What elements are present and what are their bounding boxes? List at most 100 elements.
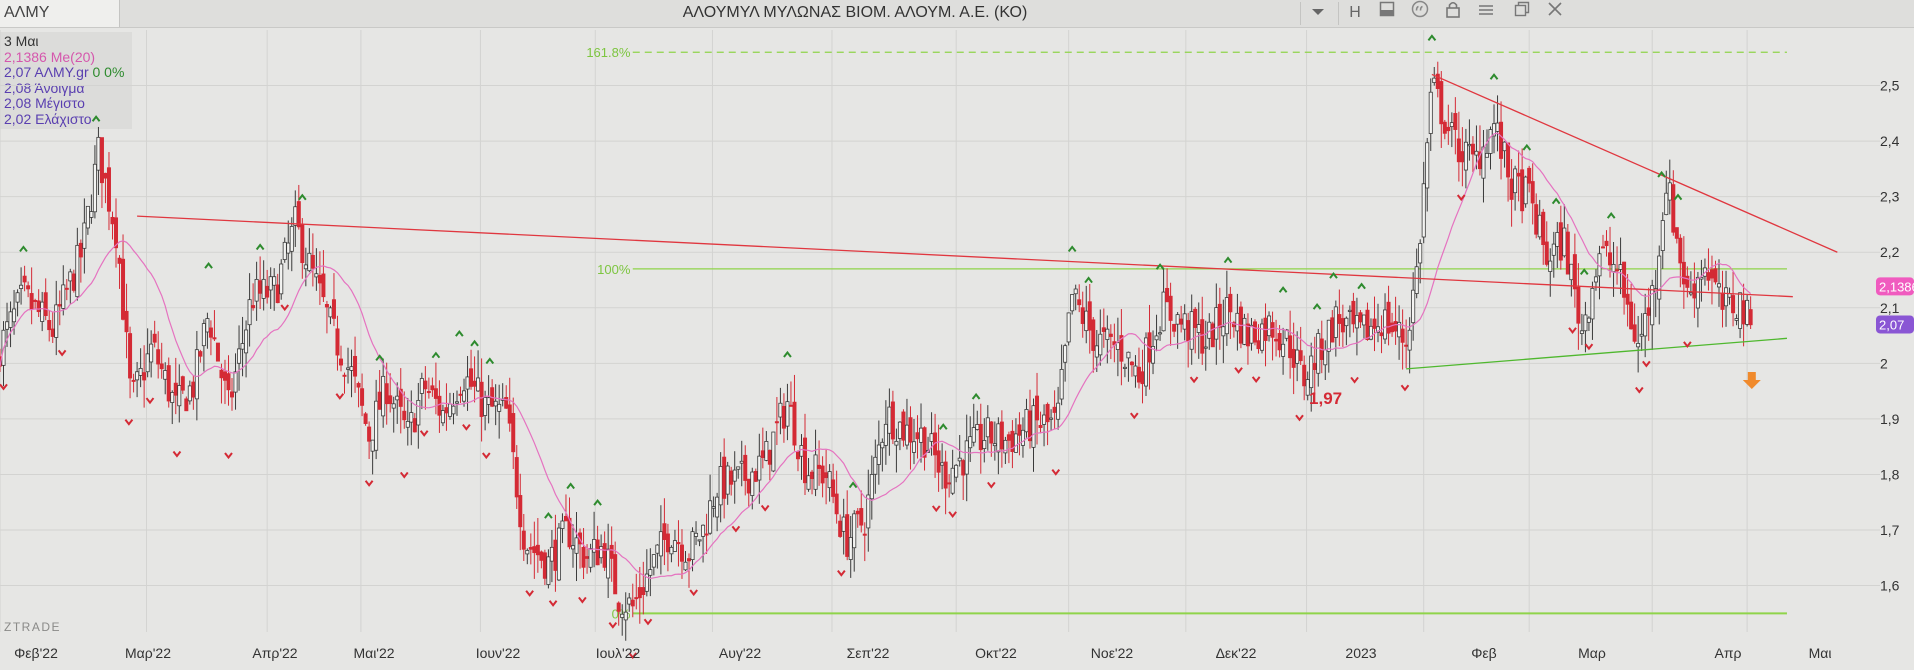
menu-icon[interactable] [1466, 0, 1506, 27]
swing-high-marker [1657, 170, 1666, 178]
candle-body [1340, 318, 1345, 333]
x-tick-label: 2023 [1345, 645, 1376, 661]
candle-body [834, 493, 839, 515]
swing-low-marker [1642, 360, 1651, 368]
symbol-input[interactable]: ΑΛΜΥ [0, 0, 120, 27]
candle-body [1087, 301, 1092, 331]
candle-body [1657, 255, 1662, 300]
candle-body [1565, 231, 1570, 275]
restore-icon[interactable] [1502, 0, 1542, 27]
candle-body [908, 417, 913, 443]
period-button[interactable]: H [1349, 4, 1361, 21]
candle-body [1467, 143, 1472, 147]
candle-body [922, 427, 927, 458]
swing-high-marker [1427, 34, 1437, 41]
candle-body [40, 301, 45, 322]
candle-body [317, 274, 322, 284]
candle-body [1119, 335, 1124, 362]
candle-body [1049, 417, 1054, 420]
candle-body [384, 383, 389, 405]
swing-low-marker [419, 430, 429, 437]
candle-body [1203, 346, 1208, 349]
candle-body [279, 263, 284, 295]
candle-body [1035, 395, 1040, 421]
candle-body [451, 405, 456, 415]
swing-high-marker [593, 499, 602, 506]
swing-low-marker [1350, 376, 1359, 384]
candle-body [1154, 335, 1159, 341]
candle-body [29, 293, 34, 310]
candle-body [729, 470, 734, 485]
candle-body [89, 211, 94, 218]
candle-body [1006, 434, 1011, 441]
dropdown-icon[interactable] [1298, 0, 1338, 27]
candle-body [869, 474, 874, 500]
candle-body [799, 445, 804, 457]
candle-body [1038, 425, 1043, 428]
candle-body [1593, 276, 1598, 283]
swing-low-marker [1400, 384, 1410, 392]
candle-body [669, 546, 674, 555]
quote-icon[interactable] [1400, 0, 1440, 27]
candle-body [342, 374, 347, 377]
candle-body [117, 257, 122, 264]
swing-high-marker [455, 329, 464, 337]
candle-body [1302, 364, 1307, 387]
swing-low-marker [731, 525, 741, 533]
candle-body [813, 454, 818, 490]
candle-body [542, 552, 547, 579]
candle-body [363, 413, 368, 424]
candle-body [1158, 332, 1163, 335]
candle-body [12, 308, 17, 323]
candle-body [1625, 293, 1630, 305]
candle-body [560, 520, 565, 529]
candle-body [781, 405, 786, 429]
trend-line [1406, 337, 1788, 370]
candle-body [233, 371, 238, 393]
candle-body [177, 385, 182, 407]
candle-body [493, 400, 498, 407]
candle-body [184, 398, 189, 412]
title-bar: ΑΛΜΥ ΑΛΟΥΜΥΛ ΜΥΛΩΝΑΣ ΒΙΟΜ. ΑΛΟΥΜ. Α.Ε. (… [0, 0, 1914, 28]
candle-body [827, 471, 832, 489]
ma-price-badge [1876, 277, 1914, 296]
window-icon[interactable] [1367, 0, 1407, 27]
candle-body [395, 395, 400, 401]
candle-body [272, 276, 277, 286]
candle-body [746, 478, 751, 494]
candle-body [1484, 152, 1489, 158]
candle-body [504, 397, 509, 409]
candle-body [571, 545, 576, 550]
swing-high-marker [971, 392, 981, 400]
legend-close-value: 2,07 ΑΛΜΥ.gr [4, 64, 89, 80]
y-tick-label: 1,9 [1880, 411, 1900, 427]
candle-body [1326, 319, 1331, 352]
candle-body [402, 410, 407, 421]
swing-low-marker [1129, 412, 1139, 420]
lock-icon[interactable] [1433, 0, 1473, 27]
swing-low-marker [1234, 367, 1243, 374]
candle-body [1070, 294, 1075, 312]
candle-body [1537, 214, 1542, 238]
candle-body [1449, 122, 1454, 128]
candle-body [1604, 240, 1609, 247]
candle-body [687, 558, 692, 562]
candle-body [1242, 317, 1247, 345]
candle-body [370, 439, 375, 452]
candle-body [1337, 314, 1342, 324]
swing-low-marker [481, 452, 491, 460]
swing-low-marker [1635, 386, 1644, 394]
candle-body [1709, 269, 1714, 279]
candle-body [1217, 303, 1222, 328]
candle-body [1333, 306, 1338, 338]
candle-body [412, 418, 417, 433]
swing-high-marker [1579, 268, 1589, 276]
close-icon[interactable] [1536, 0, 1574, 27]
candle-body [715, 496, 720, 518]
candle-body [1080, 307, 1085, 324]
candle-body [1245, 323, 1250, 347]
candle-body [1136, 366, 1141, 383]
candle-body [606, 548, 611, 579]
candle-body [388, 395, 393, 405]
